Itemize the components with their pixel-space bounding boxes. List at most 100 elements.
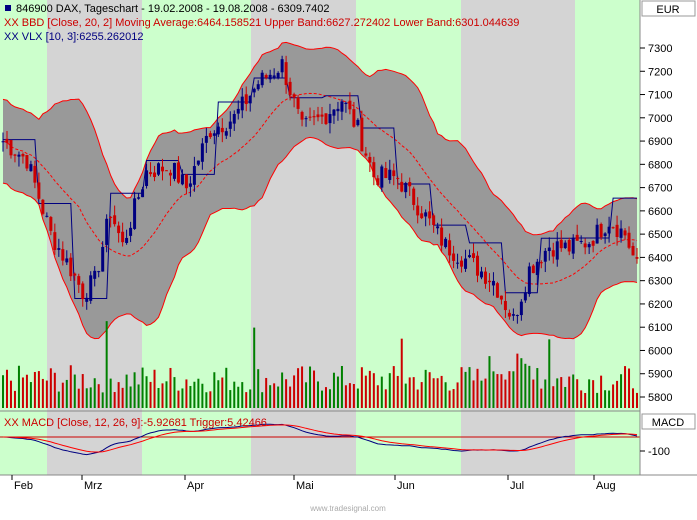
candle	[81, 281, 85, 307]
candle	[420, 206, 424, 220]
volume-bar	[265, 377, 268, 408]
month-tick-label: Mrz	[84, 480, 102, 492]
candle	[567, 237, 571, 256]
candle	[89, 271, 93, 304]
volume-bar	[532, 379, 535, 408]
candle	[13, 153, 17, 163]
volume-bar	[77, 388, 80, 408]
volume-bar	[460, 367, 463, 408]
candle	[308, 107, 312, 121]
candle	[352, 102, 356, 128]
candle	[184, 174, 188, 195]
candle	[432, 213, 436, 233]
candle	[300, 110, 304, 127]
volume-bar	[245, 392, 248, 408]
header-title: 846900 DAX, Tageschart - 19.02.2008 - 19…	[16, 3, 330, 15]
volume-bar	[512, 371, 515, 408]
candle	[571, 234, 575, 259]
candle	[292, 92, 296, 108]
candle	[635, 248, 639, 264]
volume-bar	[225, 367, 228, 408]
price-tick-label: 7300	[648, 43, 672, 55]
moving-average-line	[2, 92, 638, 285]
volume-bar	[257, 369, 260, 408]
candle	[180, 169, 184, 186]
macd-axis: -100	[640, 446, 670, 458]
volume-bar	[101, 392, 104, 408]
volume-bar	[420, 382, 423, 408]
volume-bar	[628, 368, 631, 408]
volume-bar	[45, 380, 48, 408]
volume-bar	[552, 386, 555, 408]
candle	[547, 237, 551, 261]
volume-bar	[249, 389, 252, 408]
candlesticks	[1, 55, 639, 324]
volume-bar	[616, 380, 619, 408]
candle	[121, 222, 125, 247]
volume-bar	[121, 387, 124, 408]
volume-bar	[340, 365, 343, 408]
candle	[328, 103, 332, 134]
volume-bar	[213, 372, 216, 408]
month-tick-label: Aug	[596, 480, 616, 492]
candle	[69, 253, 73, 282]
candle	[491, 272, 495, 296]
price-tick-label: 6600	[648, 206, 672, 218]
candle	[444, 237, 448, 249]
candle	[212, 130, 216, 145]
candle	[372, 156, 376, 186]
volume-bar	[564, 386, 567, 408]
volume-bar	[53, 372, 56, 408]
volume-bar	[336, 376, 339, 408]
price-tick-label: 6300	[648, 276, 672, 288]
macd-trigger-line	[3, 424, 638, 453]
candle	[268, 69, 272, 83]
price-tick-label: 7000	[648, 113, 672, 125]
month-tick-label: Mai	[296, 480, 314, 492]
candle	[168, 169, 172, 186]
candle	[1, 132, 5, 152]
candle	[392, 163, 396, 186]
volume-bar	[540, 388, 543, 408]
volume-bar	[476, 368, 479, 408]
volume-bar	[588, 379, 591, 408]
price-tick-label: 6100	[648, 322, 672, 334]
candle	[109, 216, 113, 228]
currency-box	[641, 0, 696, 17]
bollinger-lower-band	[2, 136, 638, 340]
volume-bar	[536, 368, 539, 408]
candle	[172, 162, 176, 182]
volume-bar	[572, 374, 575, 408]
candle	[460, 256, 464, 273]
candle	[360, 110, 364, 152]
candle	[551, 242, 555, 264]
volume-bar	[185, 379, 188, 408]
volume-bar	[273, 383, 276, 408]
candle	[280, 55, 284, 78]
volume-bar	[488, 356, 491, 408]
volume-bar	[217, 380, 220, 408]
candle	[45, 212, 49, 218]
candle	[125, 229, 129, 245]
candle	[543, 248, 547, 273]
candle	[61, 241, 65, 266]
volume-bar	[89, 387, 92, 408]
price-tick-label: 5900	[648, 369, 672, 381]
candle	[507, 309, 511, 320]
candle	[284, 55, 288, 94]
candle	[65, 250, 69, 266]
candle	[559, 230, 563, 252]
candle	[141, 186, 145, 198]
volume-bar	[221, 377, 224, 408]
price-tick-label: 6700	[648, 183, 672, 195]
volume-bar	[25, 374, 28, 408]
candle	[535, 258, 539, 286]
volume-bar	[141, 367, 144, 408]
candle	[188, 176, 192, 197]
volume-bar	[424, 369, 427, 408]
volume-bar	[177, 390, 180, 408]
candle	[21, 152, 25, 164]
price-tick-label: 6200	[648, 299, 672, 311]
volume-bar	[332, 372, 335, 408]
